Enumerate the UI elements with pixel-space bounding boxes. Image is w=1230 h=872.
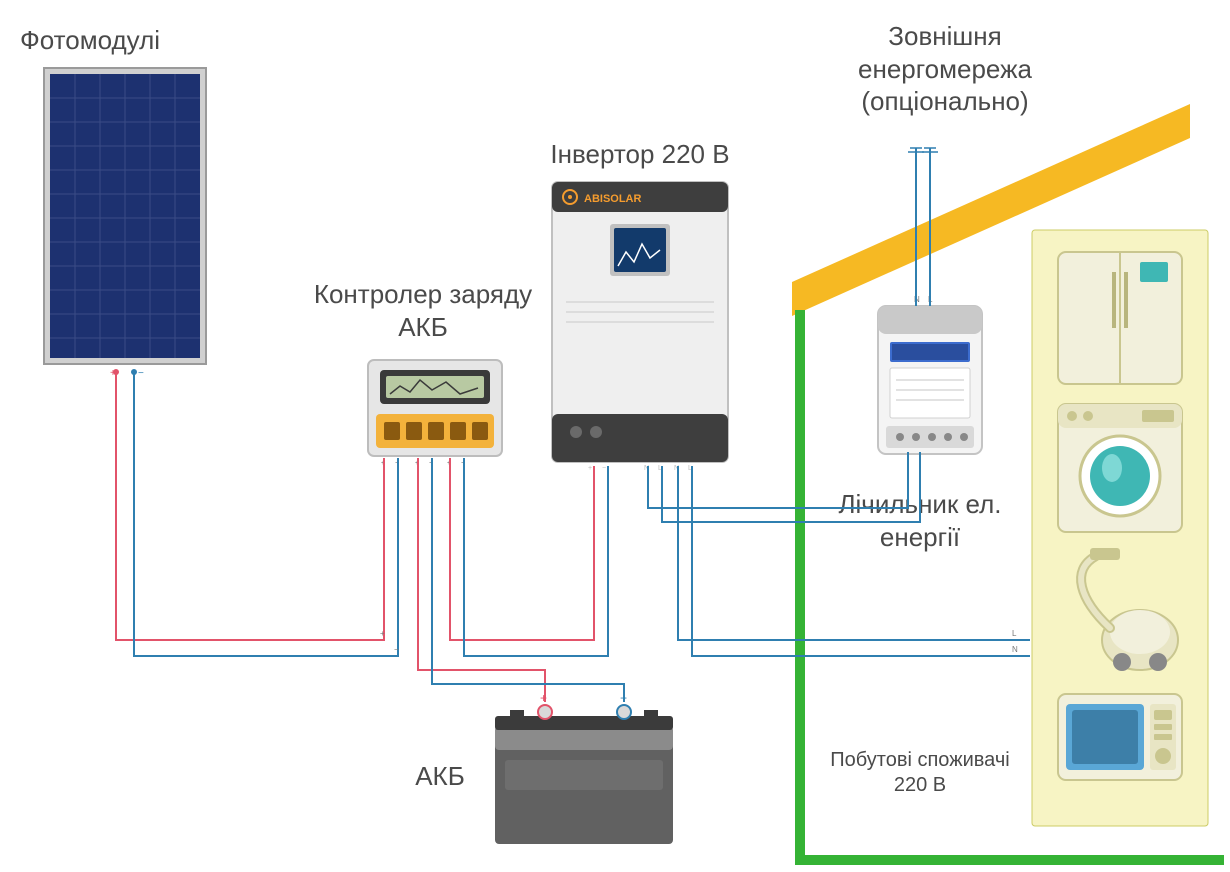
solar-panel: + − bbox=[44, 68, 206, 379]
electricity-meter: N L bbox=[878, 295, 982, 454]
svg-text:−: − bbox=[138, 368, 144, 379]
charge-controller: +− +− +− bbox=[368, 360, 502, 467]
wire-controller-inverter-pos bbox=[450, 458, 594, 640]
appliance-fridge bbox=[1058, 252, 1182, 384]
svg-text:−: − bbox=[602, 465, 606, 472]
wire-panel-controller-pos bbox=[116, 372, 384, 640]
wire-controller-battery-pos bbox=[418, 458, 545, 702]
battery: + − bbox=[495, 691, 673, 844]
diagram-stage: + − +− +− +− ABISOLAR bbox=[0, 0, 1230, 872]
wire-panel-controller-neg bbox=[134, 372, 398, 656]
svg-text:−: − bbox=[394, 645, 399, 654]
svg-text:L: L bbox=[1012, 629, 1017, 638]
wire-inverter-load-1 bbox=[678, 466, 1030, 640]
appliance-microwave bbox=[1058, 694, 1182, 780]
wire-controller-battery-neg bbox=[432, 458, 624, 702]
appliance-washer bbox=[1058, 404, 1182, 532]
svg-text:+: + bbox=[380, 629, 385, 638]
svg-text:N: N bbox=[1012, 645, 1018, 654]
wire-inverter-load-2 bbox=[692, 466, 1030, 656]
svg-text:+: + bbox=[588, 465, 592, 472]
inverter: ABISOLAR +− NL NL bbox=[552, 182, 728, 472]
wire-controller-inverter-neg bbox=[464, 458, 608, 656]
inverter-brand: ABISOLAR bbox=[584, 193, 642, 205]
